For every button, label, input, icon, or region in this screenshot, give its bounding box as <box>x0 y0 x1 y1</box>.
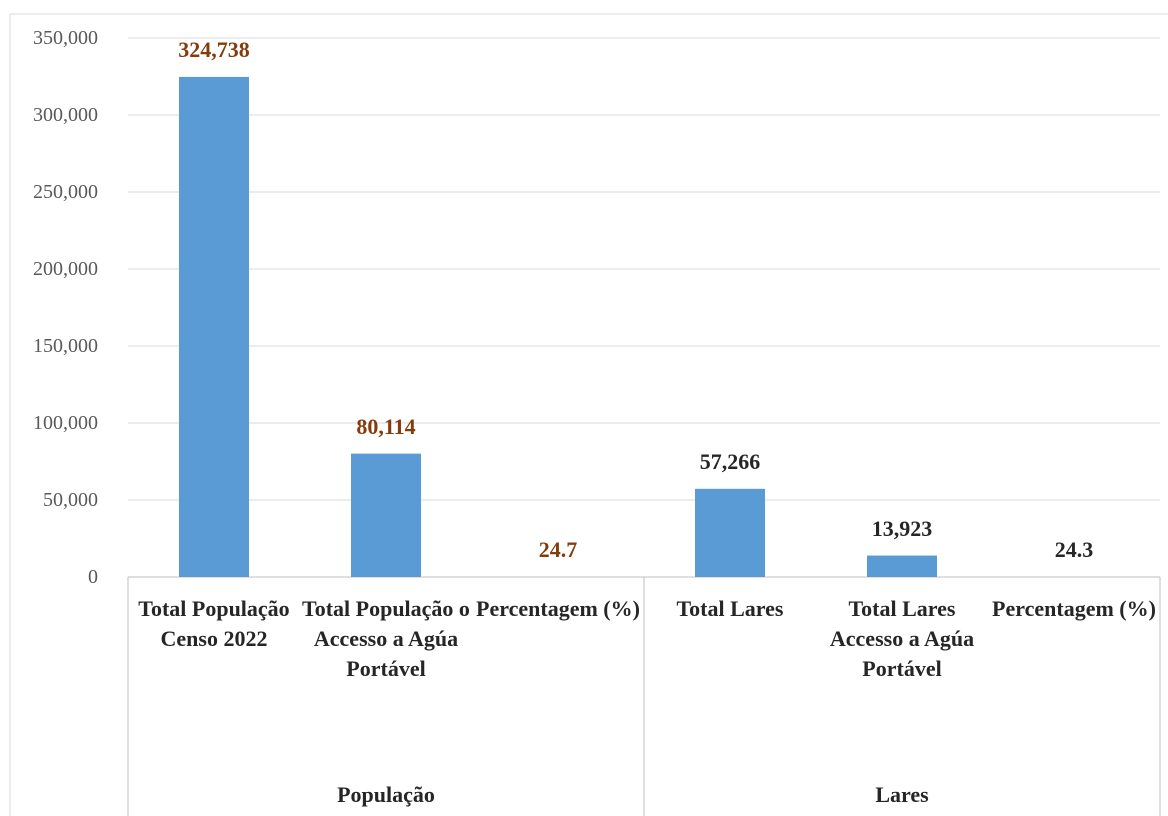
bar <box>351 453 421 577</box>
y-tick-label: 100,000 <box>33 412 98 434</box>
group-label: Lares <box>875 782 929 807</box>
group-label: População <box>337 782 435 807</box>
data-label: 324,738 <box>178 36 250 62</box>
y-tick-label: 150,000 <box>33 335 98 357</box>
data-label: 24.7 <box>538 536 578 562</box>
data-label: 24.3 <box>1054 536 1094 562</box>
chart-border <box>9 13 1168 816</box>
bar <box>695 488 765 577</box>
y-tick-label: 300,000 <box>33 104 98 126</box>
category-label: Total População o Accesso a Agúa Portáve… <box>302 596 470 681</box>
y-tick-label: 350,000 <box>33 27 98 49</box>
data-label: 57,266 <box>699 448 761 474</box>
category-label: Percentagem (%) <box>992 596 1156 621</box>
bar <box>867 555 937 577</box>
bar <box>179 76 249 578</box>
category-label: Percentagem (%) <box>476 596 640 621</box>
data-label: 13,923 <box>871 515 933 541</box>
y-tick-label: 200,000 <box>33 258 98 280</box>
category-label: Total Lares <box>676 596 784 621</box>
y-tick-label: 0 <box>88 566 98 588</box>
category-label: Total Lares Accesso a Agúa Portável <box>829 596 975 681</box>
y-tick-label: 250,000 <box>33 181 98 203</box>
y-tick-label: 50,000 <box>43 489 98 511</box>
data-label: 80,114 <box>356 413 416 439</box>
category-label: Total População Censo 2022 <box>138 596 290 651</box>
